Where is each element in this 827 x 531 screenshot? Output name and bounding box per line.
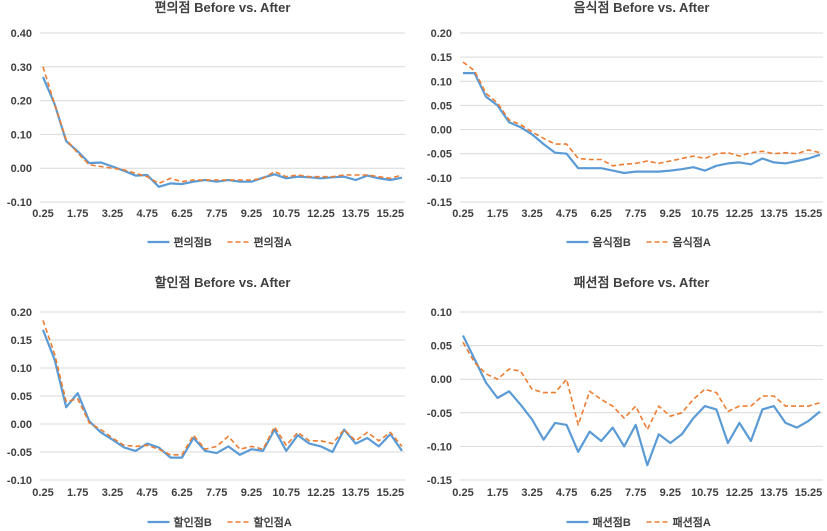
- x-tick-label: 9.25: [660, 487, 681, 499]
- x-tick-label: 10.75: [272, 208, 300, 220]
- y-tick-label: 0.05: [11, 391, 32, 403]
- x-tick-label: 6.25: [171, 208, 192, 220]
- chart-title: 할인점 Before vs. After: [155, 275, 291, 290]
- x-tick-label: 10.75: [691, 208, 719, 220]
- y-tick-label: -0.10: [427, 441, 452, 453]
- x-tick-label: 9.25: [660, 208, 681, 220]
- x-tick-label: 15.25: [795, 487, 823, 499]
- x-tick-label: 9.25: [241, 487, 262, 499]
- x-tick-label: 6.25: [171, 487, 192, 499]
- y-tick-label: 0.20: [11, 96, 32, 108]
- x-tick-label: 1.75: [67, 487, 88, 499]
- chart-title: 패션점 Before vs. After: [574, 275, 710, 290]
- legend-label: 편의점A: [254, 235, 292, 249]
- y-tick-label: 0.10: [11, 363, 32, 375]
- x-tick-label: 10.75: [272, 487, 300, 499]
- x-tick-label: 7.75: [625, 208, 646, 220]
- x-tick-label: 3.25: [102, 487, 123, 499]
- y-tick-label: 0.10: [11, 129, 32, 141]
- x-tick-label: 0.25: [452, 487, 473, 499]
- y-tick-label: 0.10: [431, 76, 452, 88]
- series-line-음식점A: [462, 61, 821, 167]
- x-tick-label: 13.75: [342, 487, 370, 499]
- y-tick-label: 0.00: [431, 374, 452, 386]
- y-tick-label: 0.05: [431, 341, 452, 353]
- y-tick-label: 0.20: [11, 307, 32, 319]
- x-tick-label: 4.75: [556, 487, 577, 499]
- y-tick-label: 0.05: [431, 100, 452, 112]
- x-tick-label: 4.75: [137, 487, 158, 499]
- y-tick-label: 0.00: [11, 163, 32, 175]
- y-tick-label: 0.00: [11, 419, 32, 431]
- x-tick-label: 4.75: [556, 208, 577, 220]
- x-tick-label: 3.25: [521, 208, 542, 220]
- y-tick-label: 0.20: [431, 28, 452, 40]
- x-tick-label: 9.25: [241, 208, 262, 220]
- y-tick-label: 0.30: [11, 62, 32, 74]
- series-line-패션점B: [462, 335, 821, 467]
- chart-2: 음식점 Before vs. After 0.20 0.15 0.10 0.05 0.00…: [427, 0, 823, 249]
- x-tick-label: 10.75: [691, 487, 719, 499]
- series-line-패션점A: [462, 341, 821, 431]
- legend-label: 패션점B: [593, 515, 631, 529]
- legend-label: 음식점B: [593, 235, 631, 249]
- chart-3: 할인점 Before vs. After 0.20 0.15 0.10 0.05 0.00…: [7, 275, 405, 529]
- chart-4: 패션점 Before vs. After 0.10 0.05 0.00 -0.05 -0.…: [427, 275, 823, 529]
- legend-label: 할인점A: [254, 515, 292, 529]
- x-tick-label: 0.25: [32, 208, 53, 220]
- legend-label: 편의점B: [174, 235, 212, 249]
- x-tick-label: 3.25: [521, 487, 542, 499]
- series-line-할인점A: [42, 320, 403, 456]
- x-tick-label: 0.25: [32, 487, 53, 499]
- y-tick-label: -0.05: [427, 408, 452, 420]
- y-tick-label: -0.05: [427, 149, 452, 161]
- legend-label: 음식점A: [673, 235, 711, 249]
- legend-label: 패션점A: [673, 515, 711, 529]
- x-tick-label: 6.25: [590, 487, 611, 499]
- x-tick-label: 6.25: [590, 208, 611, 220]
- x-tick-label: 7.75: [625, 487, 646, 499]
- series-line-음식점B: [463, 71, 821, 175]
- x-tick-label: 13.75: [760, 487, 788, 499]
- chart-title: 음식점 Before vs. After: [574, 0, 710, 15]
- x-tick-label: 12.25: [726, 487, 754, 499]
- y-tick-label: 0.15: [431, 52, 452, 64]
- x-tick-label: 15.25: [377, 487, 405, 499]
- y-tick-label: -0.10: [7, 475, 32, 487]
- x-tick-label: 7.75: [206, 487, 227, 499]
- x-tick-label: 1.75: [67, 208, 88, 220]
- x-tick-label: 13.75: [342, 208, 370, 220]
- series-line-할인점B: [41, 329, 403, 459]
- chart-title: 편의점 Before vs. After: [155, 0, 291, 15]
- y-tick-label: 0.10: [431, 307, 452, 319]
- x-tick-label: 1.75: [487, 208, 508, 220]
- x-tick-label: 15.25: [377, 208, 405, 220]
- y-tick-label: -0.10: [427, 173, 452, 185]
- x-tick-label: 4.75: [137, 208, 158, 220]
- legend-label: 할인점B: [174, 515, 212, 529]
- y-tick-label: -0.15: [427, 475, 452, 487]
- x-tick-label: 7.75: [206, 208, 227, 220]
- y-tick-label: -0.10: [7, 197, 32, 209]
- y-tick-label: -0.05: [7, 447, 32, 459]
- x-tick-label: 1.75: [487, 487, 508, 499]
- x-tick-label: 12.25: [307, 487, 335, 499]
- chart-1: 편의점 Before vs. After 0.40 0.30 0.20 0.10 0.00…: [7, 0, 405, 249]
- series-line-편의점B: [41, 76, 403, 188]
- x-tick-label: 12.25: [307, 208, 335, 220]
- y-tick-label: 0.40: [11, 28, 32, 40]
- x-tick-label: 15.25: [795, 208, 823, 220]
- x-tick-label: 3.25: [102, 208, 123, 220]
- series-line-편의점A: [42, 66, 403, 185]
- x-tick-label: 13.75: [760, 208, 788, 220]
- x-tick-label: 0.25: [452, 208, 473, 220]
- y-tick-label: 0.00: [431, 125, 452, 137]
- y-tick-label: -0.15: [427, 197, 452, 209]
- x-tick-label: 12.25: [726, 208, 754, 220]
- y-tick-label: 0.15: [11, 335, 32, 347]
